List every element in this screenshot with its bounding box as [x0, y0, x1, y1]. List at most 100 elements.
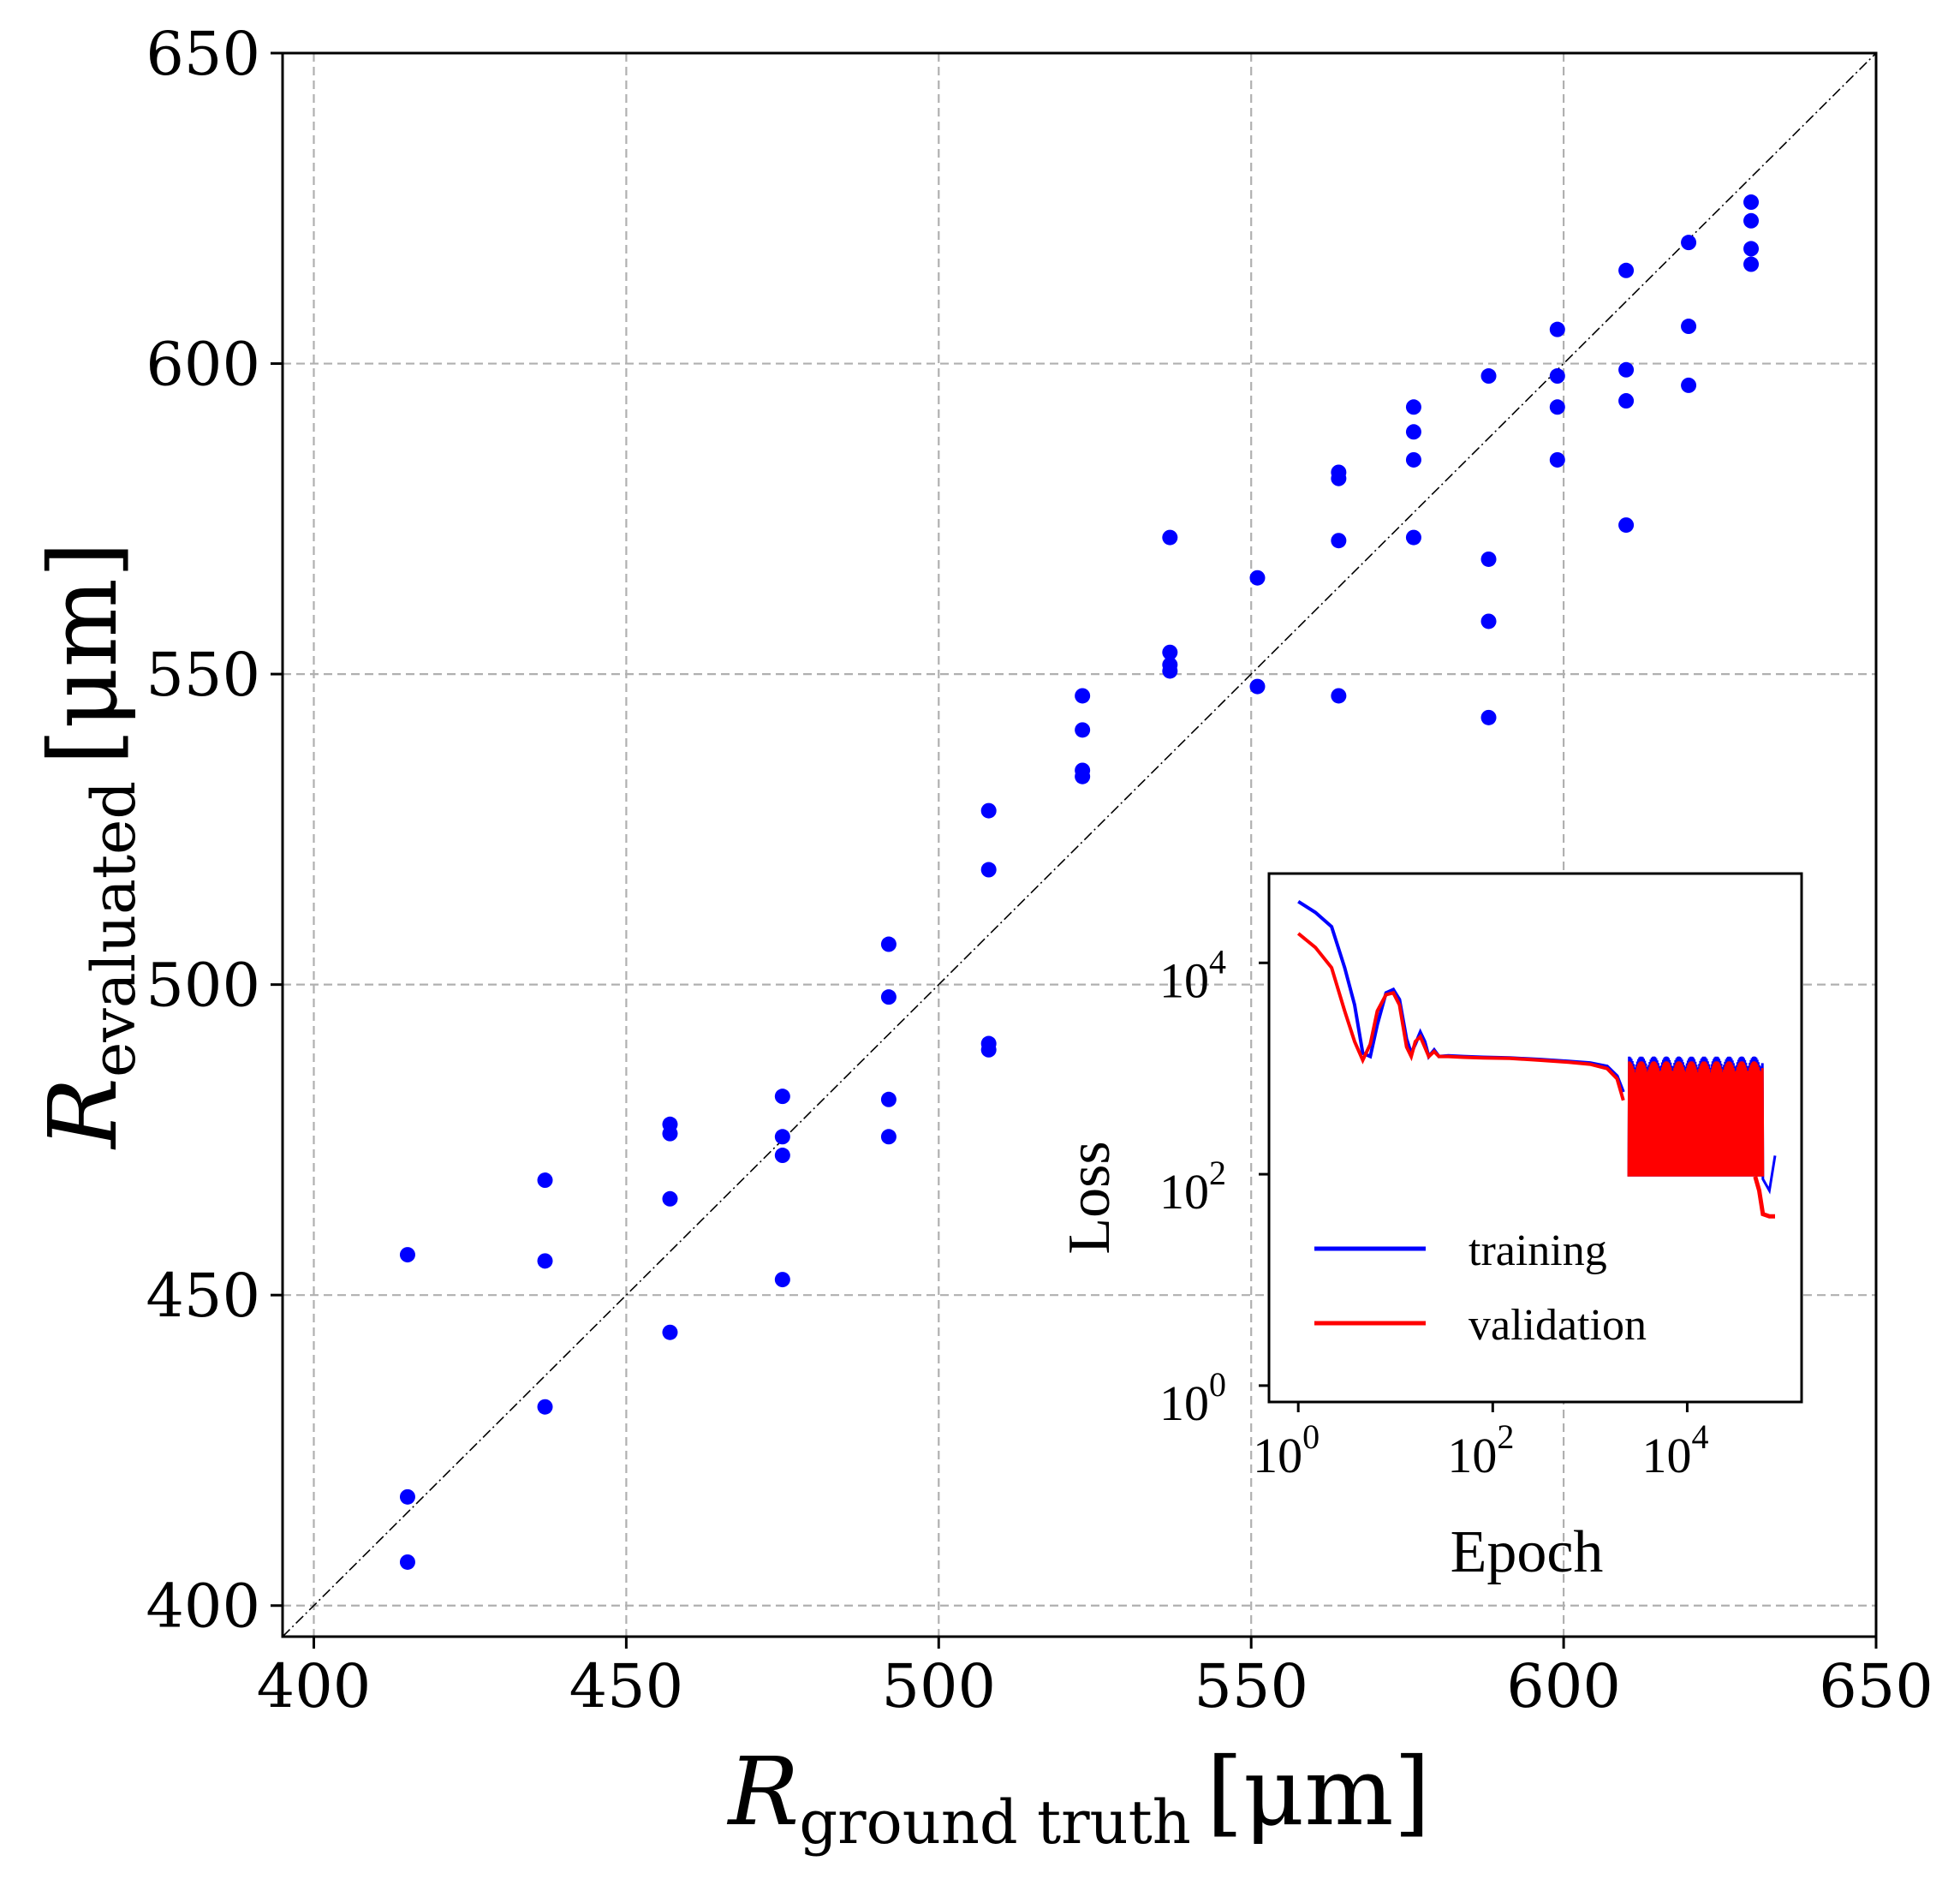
loss-curves [1296, 900, 1777, 1219]
inset-legend: training validation [1314, 1226, 1647, 1350]
x-tick-label: 500 [881, 1651, 996, 1721]
data-point [980, 862, 997, 878]
data-point [1480, 551, 1497, 567]
x-tick-label: 650 [1819, 1651, 1933, 1721]
validation-tail [1753, 1176, 1775, 1219]
validation-curve [1296, 932, 1625, 1101]
scatter-points [399, 194, 1760, 1570]
y-axis-symbol: R [28, 1077, 138, 1150]
data-point [774, 1129, 790, 1145]
y-tick-label: 550 [146, 640, 260, 710]
y-tick-label: 500 [146, 951, 260, 1021]
data-point [1743, 256, 1760, 272]
data-point [980, 802, 997, 819]
data-point [1405, 529, 1421, 546]
inset-y-tick-label: 102 [1159, 1154, 1226, 1220]
inset-x-ticks: 100 102 104 [1253, 1402, 1708, 1483]
data-point [1405, 451, 1421, 468]
inset-y-ticks: 100 102 104 [1159, 942, 1269, 1431]
data-point [1480, 368, 1497, 385]
data-point [1549, 451, 1565, 468]
data-point [1681, 235, 1697, 251]
data-point [1681, 319, 1697, 335]
data-point [662, 1190, 678, 1207]
data-point [1549, 368, 1565, 385]
data-point [1549, 321, 1565, 337]
data-point [537, 1253, 553, 1269]
data-point [1743, 212, 1760, 229]
data-point [662, 1125, 678, 1142]
inset-x-tick-label: 102 [1447, 1417, 1514, 1483]
data-point [1249, 570, 1266, 586]
data-point [1075, 722, 1091, 738]
data-point [1162, 644, 1178, 660]
inset-x-tick-label: 104 [1641, 1417, 1708, 1483]
data-point [1618, 361, 1635, 378]
x-tick-label: 450 [569, 1651, 684, 1721]
data-point [1681, 377, 1697, 393]
data-point [1075, 688, 1091, 704]
data-point [1162, 663, 1178, 679]
inset-y-axis-title: Loss [1057, 1141, 1123, 1254]
x-tick-label: 550 [1194, 1651, 1308, 1721]
data-point [1480, 613, 1497, 629]
data-point [1405, 399, 1421, 415]
x-axis-unit: [μm] [1206, 1737, 1431, 1846]
data-point [1162, 529, 1178, 546]
identity-reference-line [282, 52, 1877, 1637]
data-point [880, 1129, 897, 1145]
y-tick-label: 600 [146, 330, 260, 400]
data-point [774, 1148, 790, 1164]
main-scatter-plot: 400 450 500 550 600 650 400 450 500 550 600 650 Rg… [28, 19, 1933, 1858]
inset-x-axis-title: Epoch [1451, 1519, 1604, 1585]
data-point [1480, 709, 1497, 725]
data-point [1331, 470, 1347, 486]
inset-y-tick-label: 104 [1159, 942, 1226, 1008]
data-point [1249, 678, 1266, 695]
y-axis-title: Revaluated [μm] [28, 541, 149, 1150]
x-axis-subscript: ground truth [799, 1787, 1191, 1858]
data-point [1743, 241, 1760, 257]
legend-label-training: training [1469, 1226, 1607, 1275]
main-axes-frame [281, 51, 1878, 1638]
data-point [880, 989, 897, 1005]
data-point [399, 1247, 415, 1263]
inset-y-tick-label: 100 [1159, 1365, 1226, 1431]
data-point [1618, 393, 1635, 409]
data-point [1075, 768, 1091, 784]
data-point [537, 1399, 553, 1415]
data-point [399, 1488, 415, 1505]
data-point [980, 1041, 997, 1058]
data-point [1405, 424, 1421, 440]
y-axis-ticks: 400 450 500 550 600 650 [146, 19, 283, 1642]
x-tick-label: 600 [1506, 1651, 1621, 1721]
x-tick-label: 400 [257, 1651, 372, 1721]
y-axis-subscript: evaluated [79, 781, 149, 1077]
data-point [1618, 262, 1635, 278]
data-point [1743, 194, 1760, 211]
data-point [880, 1091, 897, 1107]
data-point [1618, 517, 1635, 534]
y-tick-label: 400 [146, 1572, 260, 1642]
data-point [774, 1089, 790, 1105]
inset-axes-frame [1267, 872, 1803, 1404]
data-point [1549, 399, 1565, 415]
data-point [1331, 533, 1347, 549]
x-axis-ticks: 400 450 500 550 600 650 [257, 1637, 1933, 1721]
inset-x-tick-label: 100 [1253, 1417, 1320, 1483]
data-point [1331, 688, 1347, 704]
data-point [774, 1272, 790, 1288]
y-tick-label: 650 [146, 19, 260, 89]
legend-label-validation: validation [1469, 1301, 1647, 1350]
data-point [880, 936, 897, 952]
y-tick-label: 450 [146, 1261, 260, 1331]
validation-oscillation [1627, 1061, 1765, 1177]
x-axis-symbol: R [727, 1737, 800, 1846]
x-axis-title: Rground truth [μm] [727, 1737, 1431, 1858]
y-axis-unit: [μm] [28, 541, 138, 766]
data-point [537, 1172, 553, 1189]
data-point [399, 1554, 415, 1570]
data-point [662, 1324, 678, 1340]
inset-loss-plot: 100 102 104 100 102 104 Epoch Loss training … [1057, 872, 1803, 1585]
